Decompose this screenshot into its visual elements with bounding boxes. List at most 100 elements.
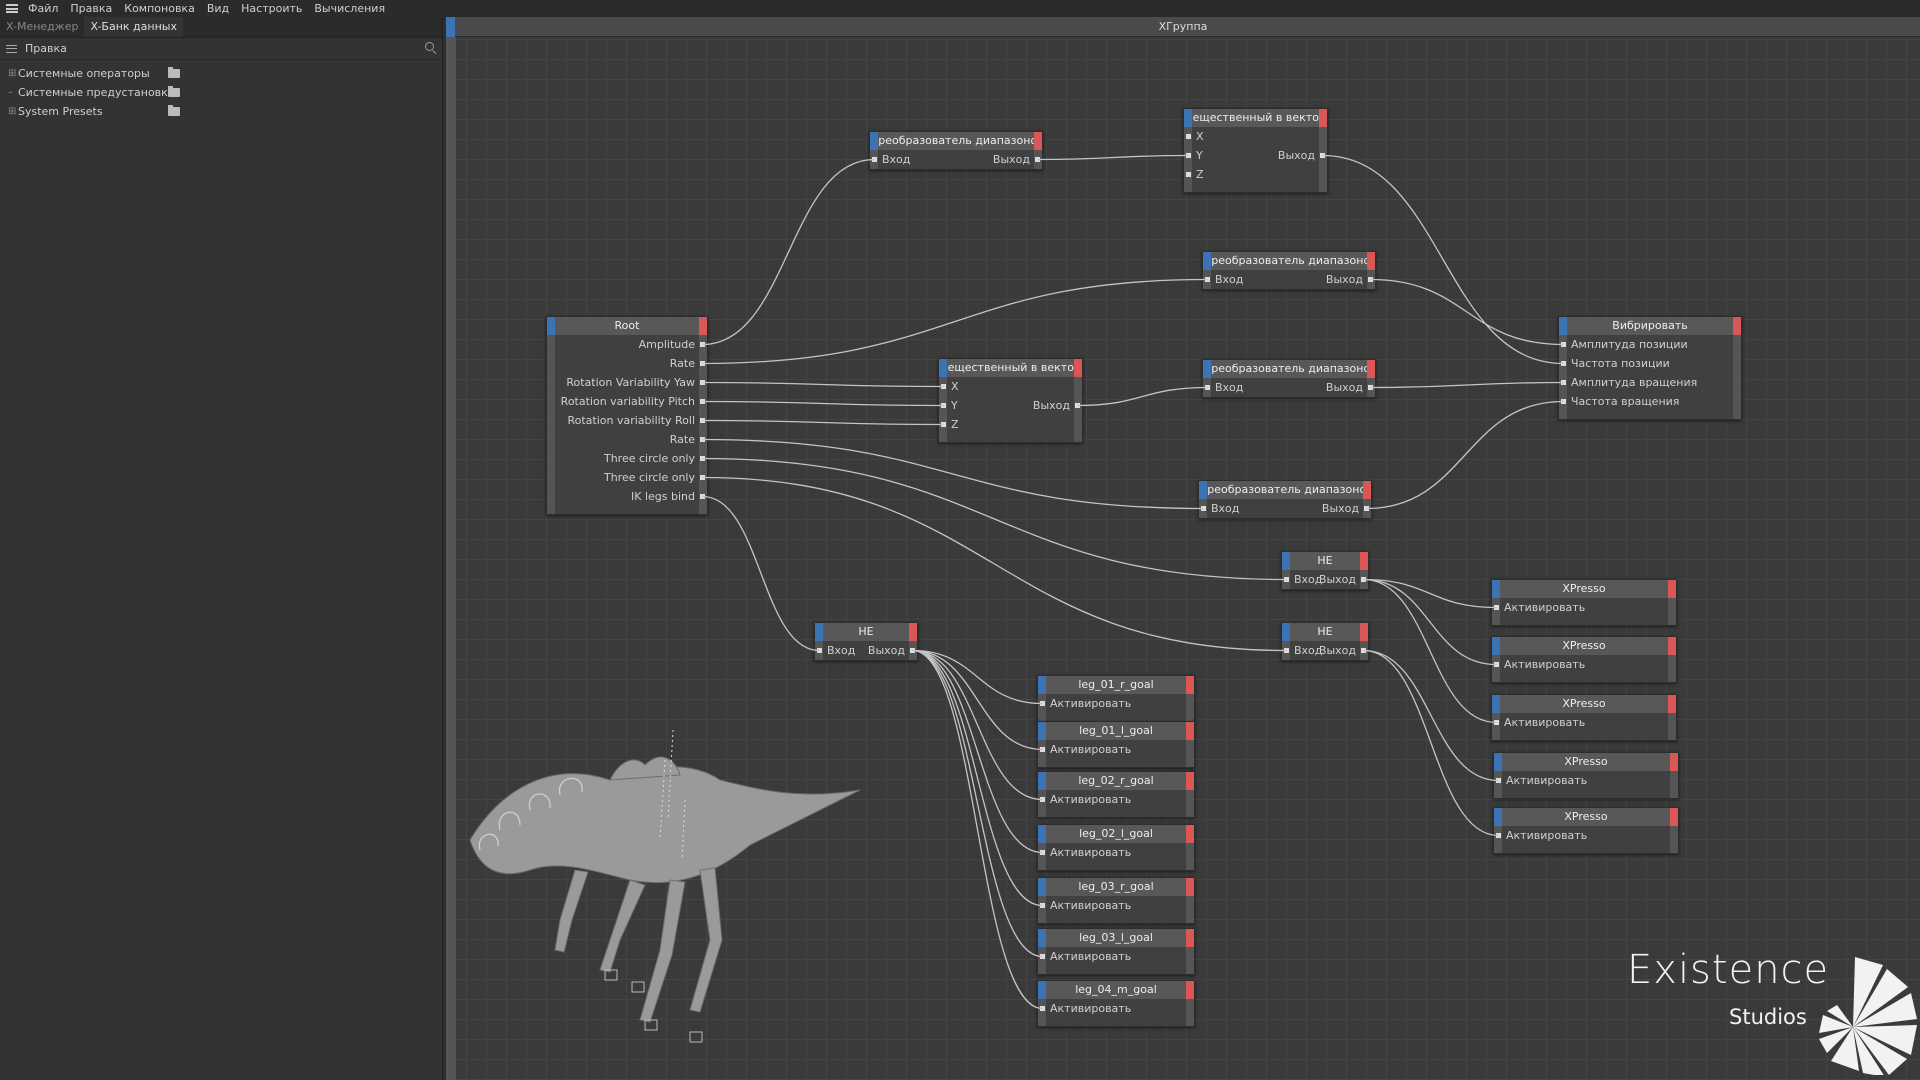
input-port-dot[interactable] [1186,134,1191,139]
vertical-scrollbar[interactable] [446,37,456,1080]
node-vibrate[interactable]: Вибрировать Амплитуда позиции Частота пози… [1558,316,1742,420]
expand-icon[interactable]: ⊞ [8,68,17,79]
input-port-dot[interactable] [1186,153,1191,158]
node-header[interactable]: leg_03_l_goal [1038,929,1194,947]
node-leg3[interactable]: leg_02_r_goal Активировать [1037,771,1195,818]
node-xp3[interactable]: XPresso Активировать [1491,694,1677,741]
node-close-marker[interactable] [1670,753,1678,771]
node-close-marker[interactable] [1668,637,1676,655]
output-port-dot[interactable] [1075,403,1080,408]
node-range4[interactable]: Преобразователь диапазонов Вход Выход [1198,480,1372,519]
input-port-dot[interactable] [1201,506,1206,511]
search-icon[interactable] [425,42,434,51]
node-xp5[interactable]: XPresso Активировать [1493,807,1679,854]
input-port-dot[interactable] [1040,701,1045,706]
node-leg4[interactable]: leg_02_l_goal Активировать [1037,824,1195,871]
node-close-marker[interactable] [1186,929,1194,947]
output-port-dot[interactable] [1368,277,1373,282]
node-header[interactable]: Преобразователь диапазонов [1203,360,1375,378]
node-close-marker[interactable] [1367,252,1375,270]
node-close-marker[interactable] [1363,481,1371,499]
node-close-marker[interactable] [909,623,917,641]
node-leg2[interactable]: leg_01_l_goal Активировать [1037,721,1195,768]
node-close-marker[interactable] [1670,808,1678,826]
node-header[interactable]: Преобразователь диапазонов [870,132,1042,150]
input-port-dot[interactable] [1205,385,1210,390]
node-not1[interactable]: НЕ Вход Выход [1281,551,1369,590]
node-leg1[interactable]: leg_01_r_goal Активировать [1037,675,1195,722]
node-close-marker[interactable] [1186,825,1194,843]
input-port-dot[interactable] [1494,720,1499,725]
tree-item-system-presets-ru[interactable]: – Системные предустановки [0,83,190,102]
node-xp2[interactable]: XPresso Активировать [1491,636,1677,683]
output-port-dot[interactable] [700,475,705,480]
panel-menu-icon[interactable] [6,44,17,53]
output-port-dot[interactable] [700,361,705,366]
node-header[interactable]: XPresso [1492,580,1676,598]
node-header[interactable]: НЕ [815,623,917,641]
input-port-dot[interactable] [1040,797,1045,802]
input-port-dot[interactable] [941,403,946,408]
node-header[interactable]: leg_01_l_goal [1038,722,1194,740]
node-close-marker[interactable] [1186,878,1194,896]
node-header[interactable]: Преобразователь диапазонов [1203,252,1375,270]
output-port-dot[interactable] [1361,648,1366,653]
node-close-marker[interactable] [699,317,707,335]
input-port-dot[interactable] [1496,833,1501,838]
node-xp1[interactable]: XPresso Активировать [1491,579,1677,626]
node-leg5[interactable]: leg_03_r_goal Активировать [1037,877,1195,924]
input-port-dot[interactable] [1494,605,1499,610]
node-vec2[interactable]: Вещественный в вектор X Y Выход Z [938,358,1083,443]
node-header[interactable]: Вещественный в вектор [939,359,1082,377]
input-port-dot[interactable] [872,157,877,162]
node-close-marker[interactable] [1733,317,1741,335]
output-port-dot[interactable] [700,342,705,347]
input-port-dot[interactable] [941,384,946,389]
node-header[interactable]: leg_02_r_goal [1038,772,1194,790]
menu-view[interactable]: Вид [206,2,230,15]
node-header[interactable]: XPresso [1492,637,1676,655]
input-port-dot[interactable] [1284,577,1289,582]
node-header[interactable]: Преобразователь диапазонов [1199,481,1371,499]
input-port-dot[interactable] [1494,662,1499,667]
menu-edit[interactable]: Правка [70,2,113,15]
input-port-dot[interactable] [1561,342,1566,347]
node-not2[interactable]: НЕ Вход Выход [1281,622,1369,661]
input-port-dot[interactable] [1040,747,1045,752]
node-close-marker[interactable] [1319,109,1327,127]
input-port-dot[interactable] [1186,172,1191,177]
node-range3[interactable]: Преобразователь диапазонов Вход Выход [1202,359,1376,398]
output-port-dot[interactable] [910,648,915,653]
node-range1[interactable]: Преобразователь диапазонов Вход Выход [869,131,1043,170]
node-header[interactable]: Root [547,317,707,335]
node-header[interactable]: leg_01_r_goal [1038,676,1194,694]
node-header[interactable]: XPresso [1494,808,1678,826]
output-port-dot[interactable] [1361,577,1366,582]
expand-icon[interactable]: ⊞ [8,106,17,117]
input-port-dot[interactable] [1284,648,1289,653]
node-header[interactable]: Вибрировать [1559,317,1741,335]
node-root[interactable]: Root Amplitude Rate Rotation Variability Ya… [546,316,708,515]
menu-layout[interactable]: Компоновка [124,2,195,15]
node-leg7[interactable]: leg_04_m_goal Активировать [1037,980,1195,1027]
node-close-marker[interactable] [1367,360,1375,378]
node-close-marker[interactable] [1668,580,1676,598]
input-port-dot[interactable] [1040,903,1045,908]
node-header[interactable]: Вещественный в вектор [1184,109,1327,127]
input-port-dot[interactable] [817,648,822,653]
tab-x-manager[interactable]: X-Менеджер [6,20,79,33]
input-port-dot[interactable] [1040,1006,1045,1011]
output-port-dot[interactable] [1320,153,1325,158]
node-close-marker[interactable] [1360,623,1368,641]
input-port-dot[interactable] [941,422,946,427]
input-port-dot[interactable] [1040,954,1045,959]
node-not3[interactable]: НЕ Вход Выход [814,622,918,661]
node-header[interactable]: НЕ [1282,623,1368,641]
node-range2[interactable]: Преобразователь диапазонов Вход Выход [1202,251,1376,290]
output-port-dot[interactable] [700,418,705,423]
node-leg6[interactable]: leg_03_l_goal Активировать [1037,928,1195,975]
node-header[interactable]: leg_04_m_goal [1038,981,1194,999]
node-header[interactable]: XPresso [1494,753,1678,771]
input-port-dot[interactable] [1205,277,1210,282]
tree-item-system-presets[interactable]: ⊞ System Presets [0,102,190,121]
